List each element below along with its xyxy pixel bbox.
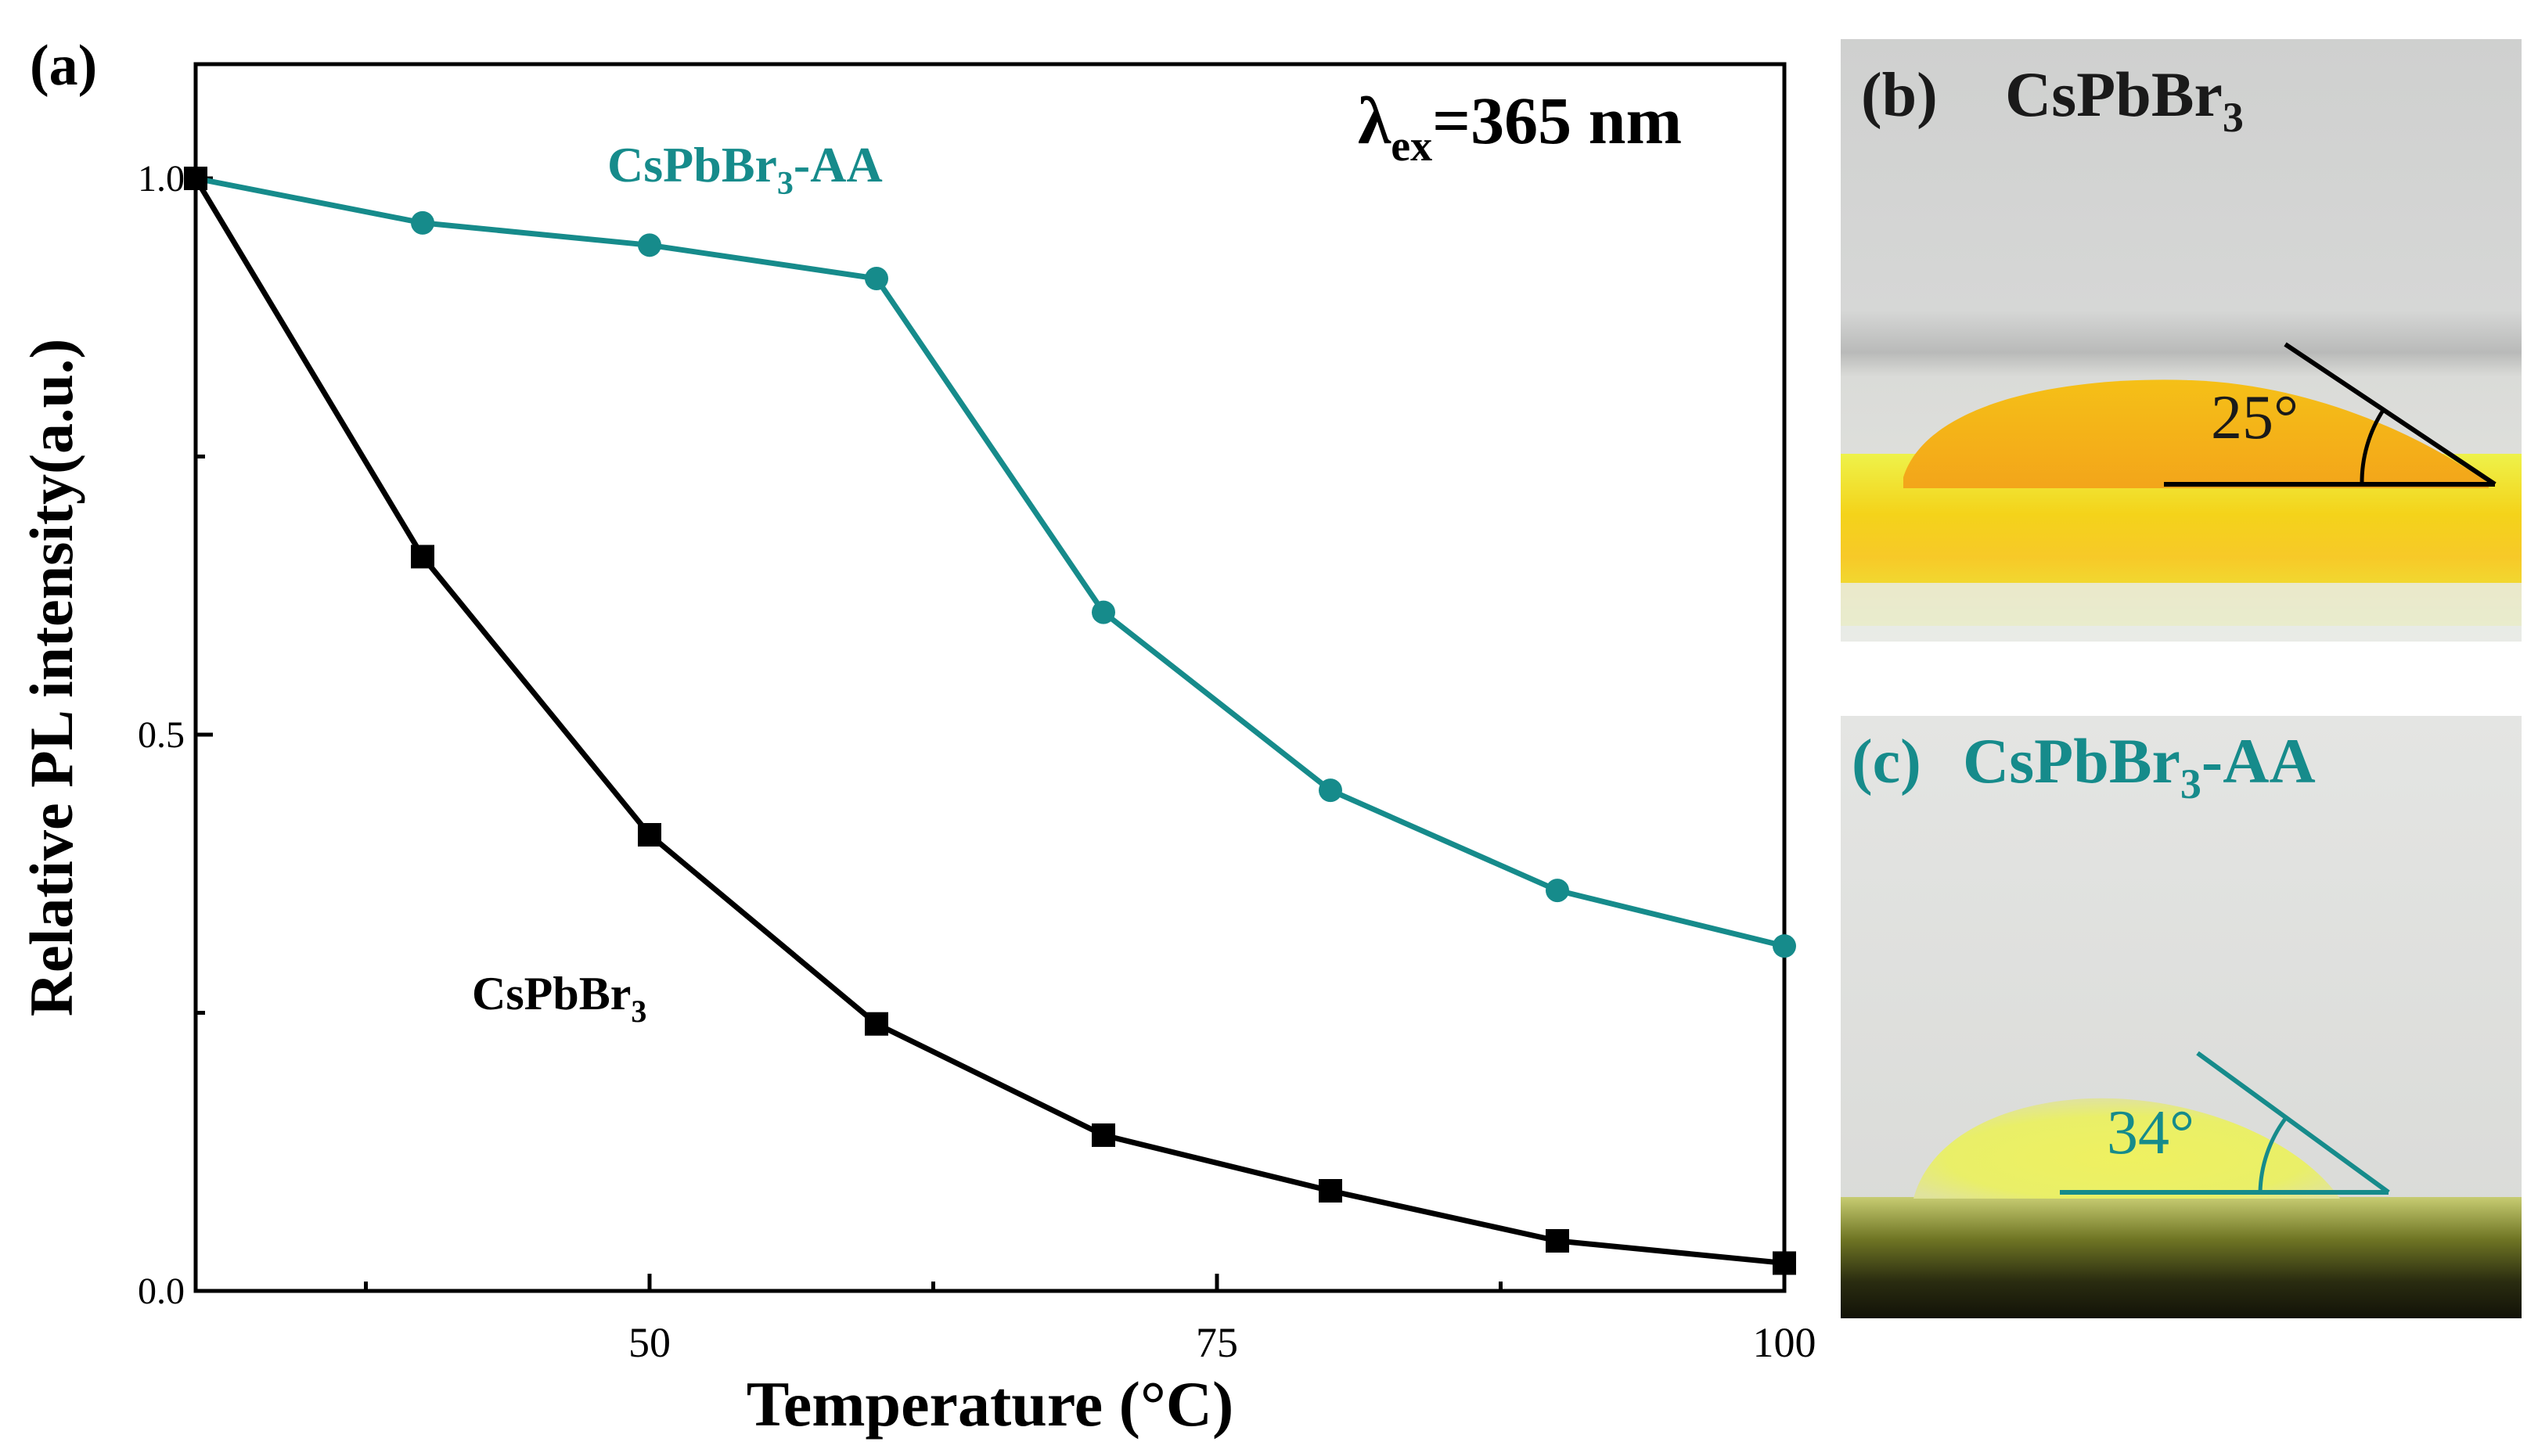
photo-b-angle-arc — [2360, 408, 2386, 485]
plot-frame — [193, 62, 1787, 1293]
photo-c-angle-text: 34° — [2107, 1098, 2194, 1167]
panel-b-label: (b) — [1861, 61, 1938, 130]
panel-c-photo: 34° (c) CsPbBr3-AA — [1841, 716, 2522, 1318]
series-layer — [184, 167, 1796, 1275]
photo-b-tangent — [2284, 342, 2497, 487]
data-point-cspbbr3-aa — [1092, 600, 1115, 624]
y-axis-label: Relative PL intensity(a.u.) — [17, 339, 85, 1017]
annotation-value: =365 nm — [1432, 83, 1682, 158]
data-point-cspbbr3 — [184, 167, 207, 190]
data-point-cspbbr3 — [1092, 1123, 1115, 1147]
photo-c-base — [1841, 1197, 2522, 1318]
data-point-cspbbr3 — [638, 822, 661, 847]
panel-b-title: CsPbBr3 — [2005, 59, 2244, 141]
photo-b-angle-text: 25° — [2211, 383, 2299, 452]
series-line-1 — [193, 177, 1785, 1266]
panel-c-title: CsPbBr3-AA — [1963, 725, 2316, 807]
data-point-cspbbr3 — [1546, 1229, 1569, 1253]
x-tick-label: 50 — [628, 1319, 671, 1366]
photo-c-angle-arc — [2258, 1117, 2288, 1193]
lambda-subscript: ex — [1391, 122, 1432, 171]
y-axis-ticks: 0.0 0.5 1.0 — [138, 158, 213, 1312]
data-point-cspbbr3-aa — [411, 210, 434, 235]
data-point-cspbbr3 — [865, 1012, 888, 1036]
panel-a-chart: (a) 0.0 0.5 1.0 50 75 100 Relative PL intens… — [17, 34, 1816, 1440]
y-tick-label: 0.5 — [138, 714, 185, 756]
data-point-cspbbr3-aa — [1546, 879, 1569, 903]
data-point-cspbbr3-aa — [1319, 778, 1342, 803]
series-label-cspbbr3: CsPbBr3 — [472, 968, 646, 1029]
data-point-cspbbr3 — [411, 545, 434, 569]
series-line-0 — [195, 175, 1785, 949]
series-label-cspbbr3-aa: CsPbBr3-AA — [607, 137, 883, 202]
data-point-cspbbr3-aa — [638, 233, 661, 257]
data-point-cspbbr3-aa — [865, 266, 888, 290]
photo-c-tangent — [2196, 1051, 2390, 1195]
x-tick-label: 75 — [1196, 1319, 1238, 1366]
photo-c-droplet — [1913, 1098, 2340, 1199]
y-tick-label: 1.0 — [138, 158, 185, 200]
x-axis-ticks: 50 75 100 — [364, 1274, 1816, 1366]
data-point-cspbbr3-aa — [1773, 934, 1796, 958]
panel-a-label: (a) — [30, 34, 97, 98]
lambda-symbol: λ — [1358, 83, 1391, 158]
panel-c-label: (c) — [1852, 728, 1921, 796]
photo-b-droplet — [1903, 379, 2489, 488]
excitation-annotation: λex=365 nm — [1358, 83, 1682, 171]
data-point-cspbbr3 — [1319, 1179, 1342, 1203]
data-point-cspbbr3 — [1773, 1251, 1796, 1275]
photo-b-bottom-haze — [1841, 583, 2522, 642]
x-axis-label: Temperature (°C) — [747, 1368, 1234, 1440]
x-tick-label: 100 — [1753, 1319, 1816, 1366]
y-tick-label: 0.0 — [138, 1271, 185, 1312]
panel-b-photo: 25° (b) CsPbBr3 — [1841, 39, 2522, 642]
